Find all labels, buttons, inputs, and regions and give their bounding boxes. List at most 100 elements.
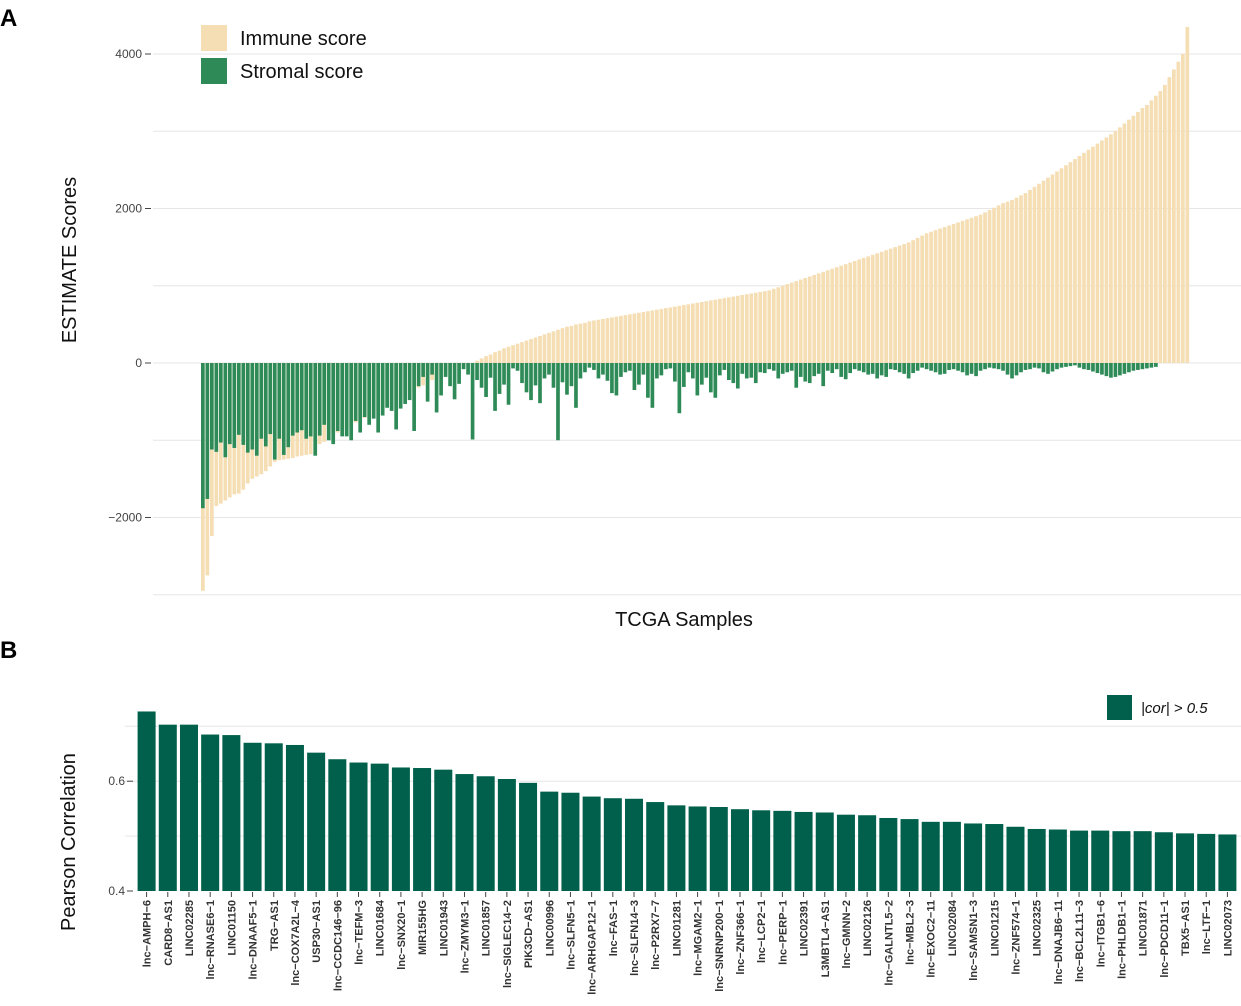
category-label: LINC02325 xyxy=(1032,900,1044,956)
stromal-score-bar xyxy=(686,363,691,373)
immune-score-bar xyxy=(708,300,713,363)
stromal-score-bar xyxy=(250,363,255,450)
category-label: LINC02285 xyxy=(184,900,196,956)
immune-score-bar xyxy=(767,290,772,363)
immune-score-bar xyxy=(497,350,502,363)
stromal-score-bar xyxy=(857,363,862,371)
stromal-score-bar xyxy=(614,363,619,396)
immune-score-bar xyxy=(942,227,947,363)
stromal-score-bar xyxy=(659,363,664,376)
stromal-score-bar xyxy=(407,363,412,401)
correlation-bar xyxy=(1218,834,1237,891)
immune-score-bar xyxy=(601,318,605,363)
correlation-bar xyxy=(985,824,1004,891)
category-label: lnc−FAS−1 xyxy=(608,900,620,956)
stromal-score-bar xyxy=(470,363,475,440)
immune-score-bar xyxy=(1136,111,1140,363)
immune-score-bar xyxy=(574,324,578,363)
stromal-score-bar xyxy=(713,363,718,398)
immune-score-bar xyxy=(911,240,915,363)
immune-score-bar xyxy=(1158,91,1163,363)
immune-score-bar xyxy=(893,247,897,363)
stromal-score-bar xyxy=(574,363,578,408)
correlation-bar xyxy=(413,768,432,891)
immune-score-bar xyxy=(1172,69,1176,363)
panel-b-y-axis-title: Pearson Correlation xyxy=(58,753,80,931)
immune-score-bar xyxy=(830,268,835,363)
stromal-score-bar xyxy=(830,363,835,374)
immune-score-bar xyxy=(547,332,551,363)
immune-score-bar xyxy=(978,214,983,363)
immune-score-bar xyxy=(1073,159,1077,363)
immune-score-bar xyxy=(1064,165,1068,363)
stromal-score-bar xyxy=(353,363,358,421)
correlation-bar xyxy=(476,776,495,891)
stromal-score-bar xyxy=(632,363,637,391)
stromal-score-bar xyxy=(920,363,924,368)
stromal-score-bar xyxy=(371,363,376,419)
stromal-score-bar xyxy=(915,363,920,371)
immune-score-bar xyxy=(583,322,587,363)
stromal-score-bar xyxy=(1046,363,1050,374)
stromal-score-bar xyxy=(209,363,214,450)
stromal-score-bar xyxy=(983,363,987,370)
category-label: PIK3CD−AS1 xyxy=(523,900,535,968)
immune-score-bar xyxy=(906,242,911,363)
stromal-score-bar xyxy=(259,363,264,439)
category-label: TBX5−AS1 xyxy=(1180,900,1192,956)
stromal-score-bar xyxy=(695,363,700,396)
stromal-score-bar xyxy=(1019,363,1023,373)
stromal-score-bar xyxy=(933,363,938,373)
correlation-bar xyxy=(455,774,474,891)
stromal-score-bar xyxy=(560,363,565,383)
stromal-score-bar xyxy=(668,363,673,369)
stromal-score-bar xyxy=(601,363,605,375)
stromal-score-bar xyxy=(358,363,363,433)
stromal-score-bar xyxy=(1023,363,1028,370)
stromal-score-bar xyxy=(241,363,246,445)
stromal-score-bar xyxy=(254,363,259,456)
immune-score-bar xyxy=(771,288,776,363)
stromal-score-bar xyxy=(1086,363,1091,370)
category-label: lnc−COX7A2L−4 xyxy=(290,899,302,985)
stromal-score-bar xyxy=(1068,363,1073,367)
stromal-score-bar xyxy=(879,363,884,376)
immune-score-bar xyxy=(717,298,722,363)
immune-score-bar xyxy=(897,245,902,363)
stromal-score-bar xyxy=(938,363,942,375)
correlation-bar xyxy=(1112,831,1131,891)
category-label: lnc−ARHGAP12−1 xyxy=(587,900,599,995)
immune-score-bar xyxy=(677,305,682,363)
stromal-score-bar xyxy=(245,363,250,453)
category-label: lnc−SNRNP200−1 xyxy=(714,900,726,992)
immune-score-bar xyxy=(637,312,641,363)
stromal-score-bar xyxy=(290,363,295,436)
stromal-score-bar xyxy=(277,363,282,439)
stromal-score-bar xyxy=(704,363,709,378)
correlation-bar xyxy=(794,811,813,891)
stromal-score-bar xyxy=(461,363,466,370)
category-label: lnc−PHLDB1−1 xyxy=(1116,900,1128,979)
immune-score-bar xyxy=(780,285,785,363)
panel-a-label: A xyxy=(0,5,17,32)
stromal-score-bar xyxy=(398,363,403,409)
stromal-score-bar xyxy=(861,363,866,373)
stromal-score-bar xyxy=(515,363,520,371)
immune-score-bar xyxy=(551,331,556,363)
stromal-score-bar xyxy=(466,363,470,375)
category-label: lnc−P2RX7−7 xyxy=(650,900,662,970)
immune-score-bar xyxy=(610,317,614,363)
correlation-bar xyxy=(243,742,262,891)
stromal-score-bar xyxy=(664,363,668,370)
category-label: L3MBTL4−AS1 xyxy=(820,900,832,977)
legend-correlation-swatch xyxy=(1107,695,1132,720)
category-label: lnc−ITGB1−6 xyxy=(1095,900,1107,967)
stromal-score-bar xyxy=(497,363,502,394)
stromal-score-bar xyxy=(331,363,336,445)
stromal-score-bar xyxy=(448,363,452,387)
immune-score-bar xyxy=(704,301,709,363)
stromal-score-bar xyxy=(1127,363,1131,373)
immune-score-bar xyxy=(879,251,884,363)
stromal-score-bar xyxy=(866,363,871,375)
category-label: LINC02084 xyxy=(947,899,959,956)
